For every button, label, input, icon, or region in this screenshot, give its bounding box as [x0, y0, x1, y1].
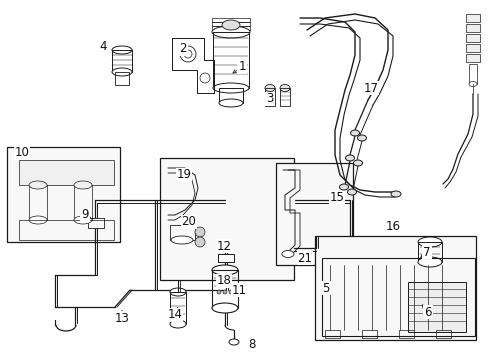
Bar [170, 292, 185, 324]
Ellipse shape [417, 257, 441, 267]
Bar [468, 64, 476, 84]
Bar [465, 24, 479, 32]
Text: 14: 14 [167, 309, 182, 321]
Bar [465, 54, 479, 62]
Ellipse shape [195, 227, 204, 237]
Ellipse shape [180, 46, 196, 62]
Bar [398, 330, 413, 338]
Bar [407, 282, 465, 332]
Ellipse shape [468, 81, 476, 86]
Ellipse shape [212, 265, 238, 275]
Bar [465, 44, 479, 52]
Ellipse shape [217, 290, 221, 294]
Text: 17: 17 [363, 81, 378, 94]
Bar [7, 147, 120, 242]
Ellipse shape [29, 181, 47, 189]
Ellipse shape [212, 303, 238, 313]
Ellipse shape [228, 290, 232, 294]
Text: 4: 4 [99, 40, 106, 54]
Ellipse shape [112, 46, 132, 54]
Bar [218, 254, 234, 262]
Ellipse shape [228, 339, 239, 345]
Ellipse shape [200, 73, 209, 83]
Text: 16: 16 [385, 220, 400, 234]
Bar [219, 88, 243, 103]
Bar [160, 158, 293, 280]
Ellipse shape [183, 50, 192, 58]
Bar [170, 225, 195, 240]
Text: 5: 5 [322, 282, 329, 294]
Ellipse shape [353, 160, 362, 166]
Text: 19: 19 [176, 168, 191, 181]
Ellipse shape [29, 216, 47, 224]
Bar [212, 270, 238, 308]
Ellipse shape [357, 135, 366, 141]
Text: 10: 10 [15, 147, 29, 159]
Text: 2: 2 [179, 42, 186, 55]
Bar [435, 330, 450, 338]
Ellipse shape [390, 191, 400, 197]
Text: 7: 7 [423, 246, 430, 258]
Bar [88, 218, 104, 228]
Text: 1: 1 [238, 60, 245, 73]
Ellipse shape [282, 251, 293, 257]
Text: 18: 18 [216, 274, 231, 288]
Text: 9: 9 [81, 208, 88, 221]
Text: 11: 11 [231, 284, 246, 297]
Ellipse shape [417, 237, 441, 247]
Text: 8: 8 [248, 338, 255, 351]
Bar [314, 236, 475, 340]
Ellipse shape [170, 320, 185, 328]
Ellipse shape [350, 130, 359, 136]
Bar [213, 32, 248, 88]
Ellipse shape [112, 68, 132, 76]
Text: 6: 6 [424, 306, 431, 319]
Bar [19, 220, 114, 240]
Bar [19, 160, 114, 185]
Ellipse shape [195, 237, 204, 247]
Bar [417, 242, 441, 262]
Bar [112, 50, 132, 72]
Ellipse shape [170, 288, 185, 296]
Bar [212, 22, 249, 26]
Ellipse shape [213, 83, 248, 93]
Bar [321, 258, 474, 336]
Ellipse shape [171, 236, 193, 244]
Text: 13: 13 [114, 311, 129, 324]
Ellipse shape [347, 189, 356, 195]
Text: 3: 3 [266, 93, 273, 105]
Ellipse shape [74, 216, 92, 224]
Bar [280, 88, 289, 106]
Bar [465, 34, 479, 42]
Ellipse shape [280, 85, 289, 91]
Bar [212, 26, 249, 30]
Bar [275, 163, 352, 265]
Bar [264, 88, 274, 106]
Ellipse shape [223, 290, 226, 294]
Ellipse shape [212, 26, 249, 38]
Bar [465, 14, 479, 22]
Text: 21: 21 [297, 252, 312, 265]
Ellipse shape [74, 181, 92, 189]
Ellipse shape [219, 99, 243, 107]
Bar [115, 72, 129, 85]
Bar [74, 185, 92, 220]
Bar [212, 18, 249, 22]
Ellipse shape [264, 85, 274, 91]
Ellipse shape [339, 184, 348, 190]
Bar [325, 330, 339, 338]
Ellipse shape [222, 20, 240, 30]
Bar [29, 185, 47, 220]
Text: 15: 15 [329, 192, 344, 204]
Text: 20: 20 [181, 216, 196, 229]
Bar [361, 330, 376, 338]
Ellipse shape [345, 155, 354, 161]
Text: 12: 12 [216, 239, 231, 252]
